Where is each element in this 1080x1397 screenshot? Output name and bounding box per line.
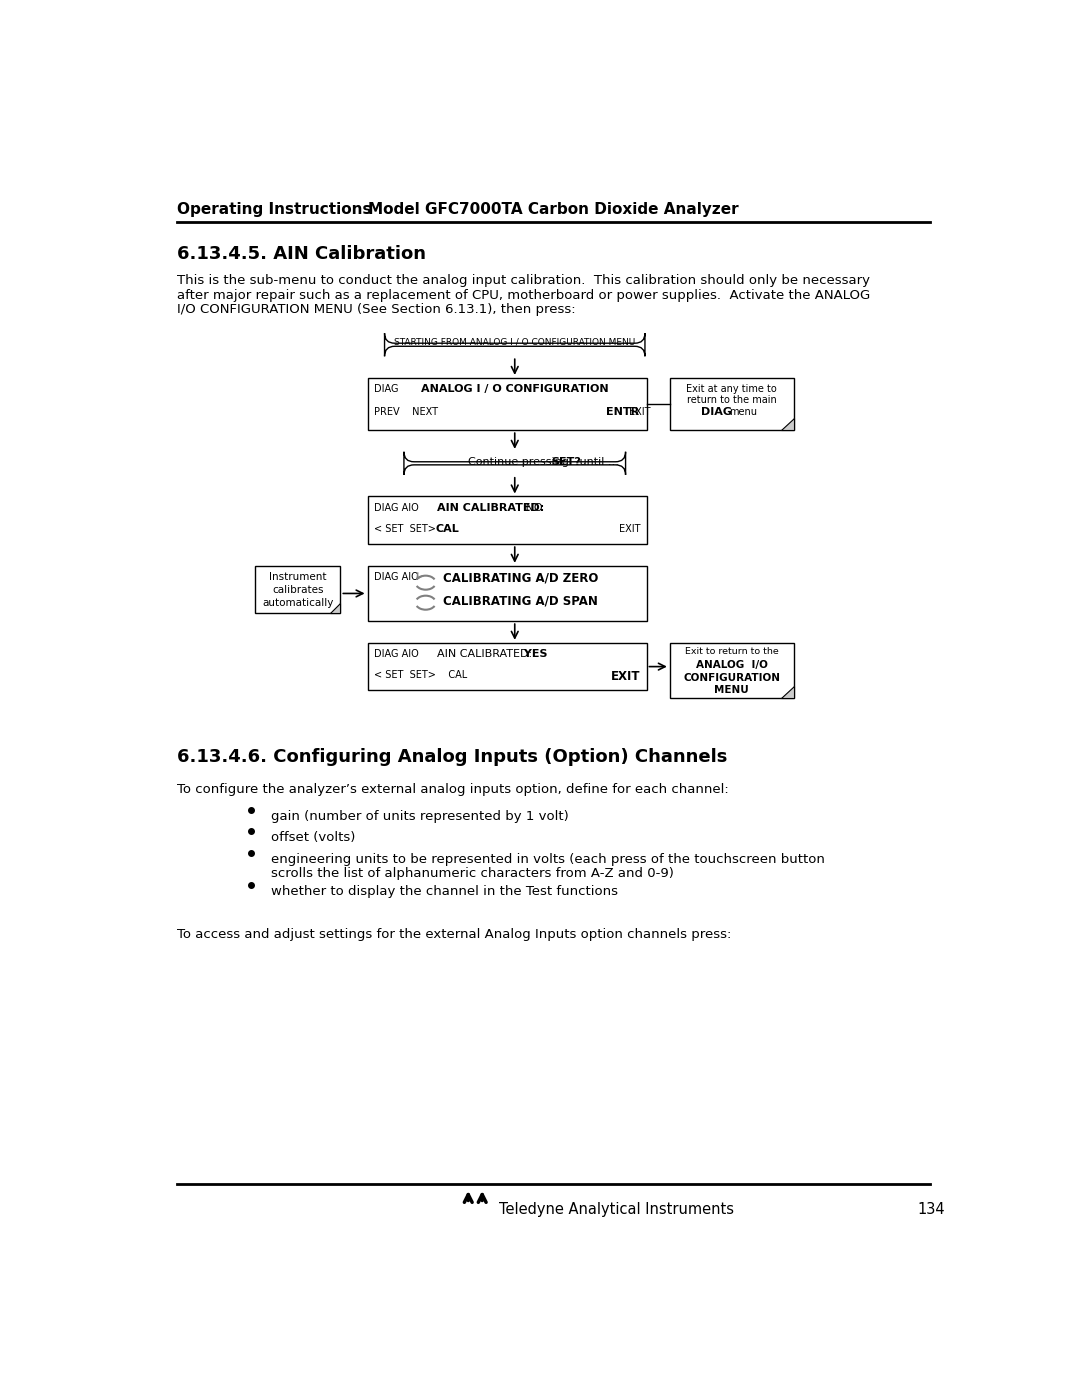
- Text: DIAG: DIAG: [374, 384, 399, 394]
- Text: NO: NO: [523, 503, 543, 513]
- Text: calibrates: calibrates: [272, 585, 324, 595]
- Text: 6.13.4.6. Configuring Analog Inputs (Option) Channels: 6.13.4.6. Configuring Analog Inputs (Opt…: [177, 749, 727, 766]
- Text: PREV    NEXT: PREV NEXT: [374, 407, 437, 418]
- Text: until …: until …: [576, 457, 619, 467]
- Text: DIAG AIO: DIAG AIO: [374, 648, 418, 659]
- Bar: [670, 377, 794, 430]
- Text: DIAG: DIAG: [701, 407, 732, 418]
- Text: ANALOG I / O CONFIGURATION: ANALOG I / O CONFIGURATION: [421, 384, 608, 394]
- Polygon shape: [329, 602, 340, 613]
- Text: CONFIGURATION: CONFIGURATION: [684, 673, 780, 683]
- Text: EXIT: EXIT: [630, 407, 651, 418]
- Text: DIAG AIO: DIAG AIO: [374, 571, 418, 583]
- Text: whether to display the channel in the Test functions: whether to display the channel in the Te…: [271, 886, 618, 898]
- Text: scrolls the list of alphanumeric characters from A-Z and 0-9): scrolls the list of alphanumeric charact…: [271, 866, 674, 880]
- Bar: [670, 643, 794, 698]
- Text: ANALOG  I/O: ANALOG I/O: [696, 659, 768, 669]
- Text: after major repair such as a replacement of CPU, motherboard or power supplies. : after major repair such as a replacement…: [177, 289, 870, 302]
- Polygon shape: [781, 686, 794, 698]
- Text: 134: 134: [918, 1201, 945, 1217]
- Text: Model GFC7000TA Carbon Dioxide Analyzer: Model GFC7000TA Carbon Dioxide Analyzer: [368, 203, 739, 218]
- Text: Continue pressing: Continue pressing: [469, 457, 572, 467]
- Text: DIAG AIO: DIAG AIO: [374, 503, 418, 513]
- Text: MENU: MENU: [714, 685, 750, 696]
- Text: AIN CALIBRATED:: AIN CALIBRATED:: [437, 648, 532, 659]
- Text: engineering units to be represented in volts (each press of the touchscreen butt: engineering units to be represented in v…: [271, 854, 824, 866]
- Bar: [367, 377, 647, 430]
- FancyBboxPatch shape: [384, 334, 645, 356]
- Text: STARTING FROM ANALOG I / O CONFIGURATION MENU: STARTING FROM ANALOG I / O CONFIGURATION…: [394, 338, 635, 346]
- Text: Instrument: Instrument: [269, 571, 326, 583]
- Text: 6.13.4.5. AIN Calibration: 6.13.4.5. AIN Calibration: [177, 244, 426, 263]
- Text: Teledyne Analytical Instruments: Teledyne Analytical Instruments: [499, 1201, 734, 1217]
- Text: automatically: automatically: [262, 598, 334, 608]
- Polygon shape: [781, 418, 794, 430]
- Bar: [367, 496, 647, 545]
- Text: I/O CONFIGURATION MENU (See Section 6.13.1), then press:: I/O CONFIGURATION MENU (See Section 6.13…: [177, 303, 576, 316]
- Text: menu: menu: [729, 407, 757, 418]
- Bar: [367, 566, 647, 622]
- Text: Exit at any time to: Exit at any time to: [687, 384, 778, 394]
- Text: This is the sub-menu to conduct the analog input calibration.  This calibration : This is the sub-menu to conduct the anal…: [177, 274, 869, 286]
- Text: Operating Instructions: Operating Instructions: [177, 203, 372, 218]
- Text: To access and adjust settings for the external Analog Inputs option channels pre: To access and adjust settings for the ex…: [177, 928, 731, 940]
- Text: EXIT: EXIT: [619, 524, 640, 534]
- Text: CAL: CAL: [435, 524, 459, 534]
- Text: SET?: SET?: [551, 457, 581, 467]
- Text: ENTR: ENTR: [606, 407, 639, 418]
- Bar: [367, 643, 647, 690]
- Text: To configure the analyzer’s external analog inputs option, define for each chann: To configure the analyzer’s external ana…: [177, 782, 729, 796]
- Text: CALIBRATING A/D ZERO: CALIBRATING A/D ZERO: [444, 571, 598, 585]
- Bar: [255, 566, 340, 613]
- Text: gain (number of units represented by 1 volt): gain (number of units represented by 1 v…: [271, 810, 568, 823]
- Text: return to the main: return to the main: [687, 395, 777, 405]
- Text: YES: YES: [521, 648, 548, 659]
- Text: Exit to return to the: Exit to return to the: [685, 647, 779, 657]
- Text: EXIT: EXIT: [611, 671, 640, 683]
- Text: CALIBRATING A/D SPAN: CALIBRATING A/D SPAN: [444, 595, 598, 608]
- Text: AIN CALIBRATED:: AIN CALIBRATED:: [437, 503, 544, 513]
- Text: < SET  SET>    CAL: < SET SET> CAL: [374, 671, 467, 680]
- Text: < SET  SET>: < SET SET>: [374, 524, 435, 534]
- FancyBboxPatch shape: [404, 451, 625, 475]
- Text: offset (volts): offset (volts): [271, 831, 355, 844]
